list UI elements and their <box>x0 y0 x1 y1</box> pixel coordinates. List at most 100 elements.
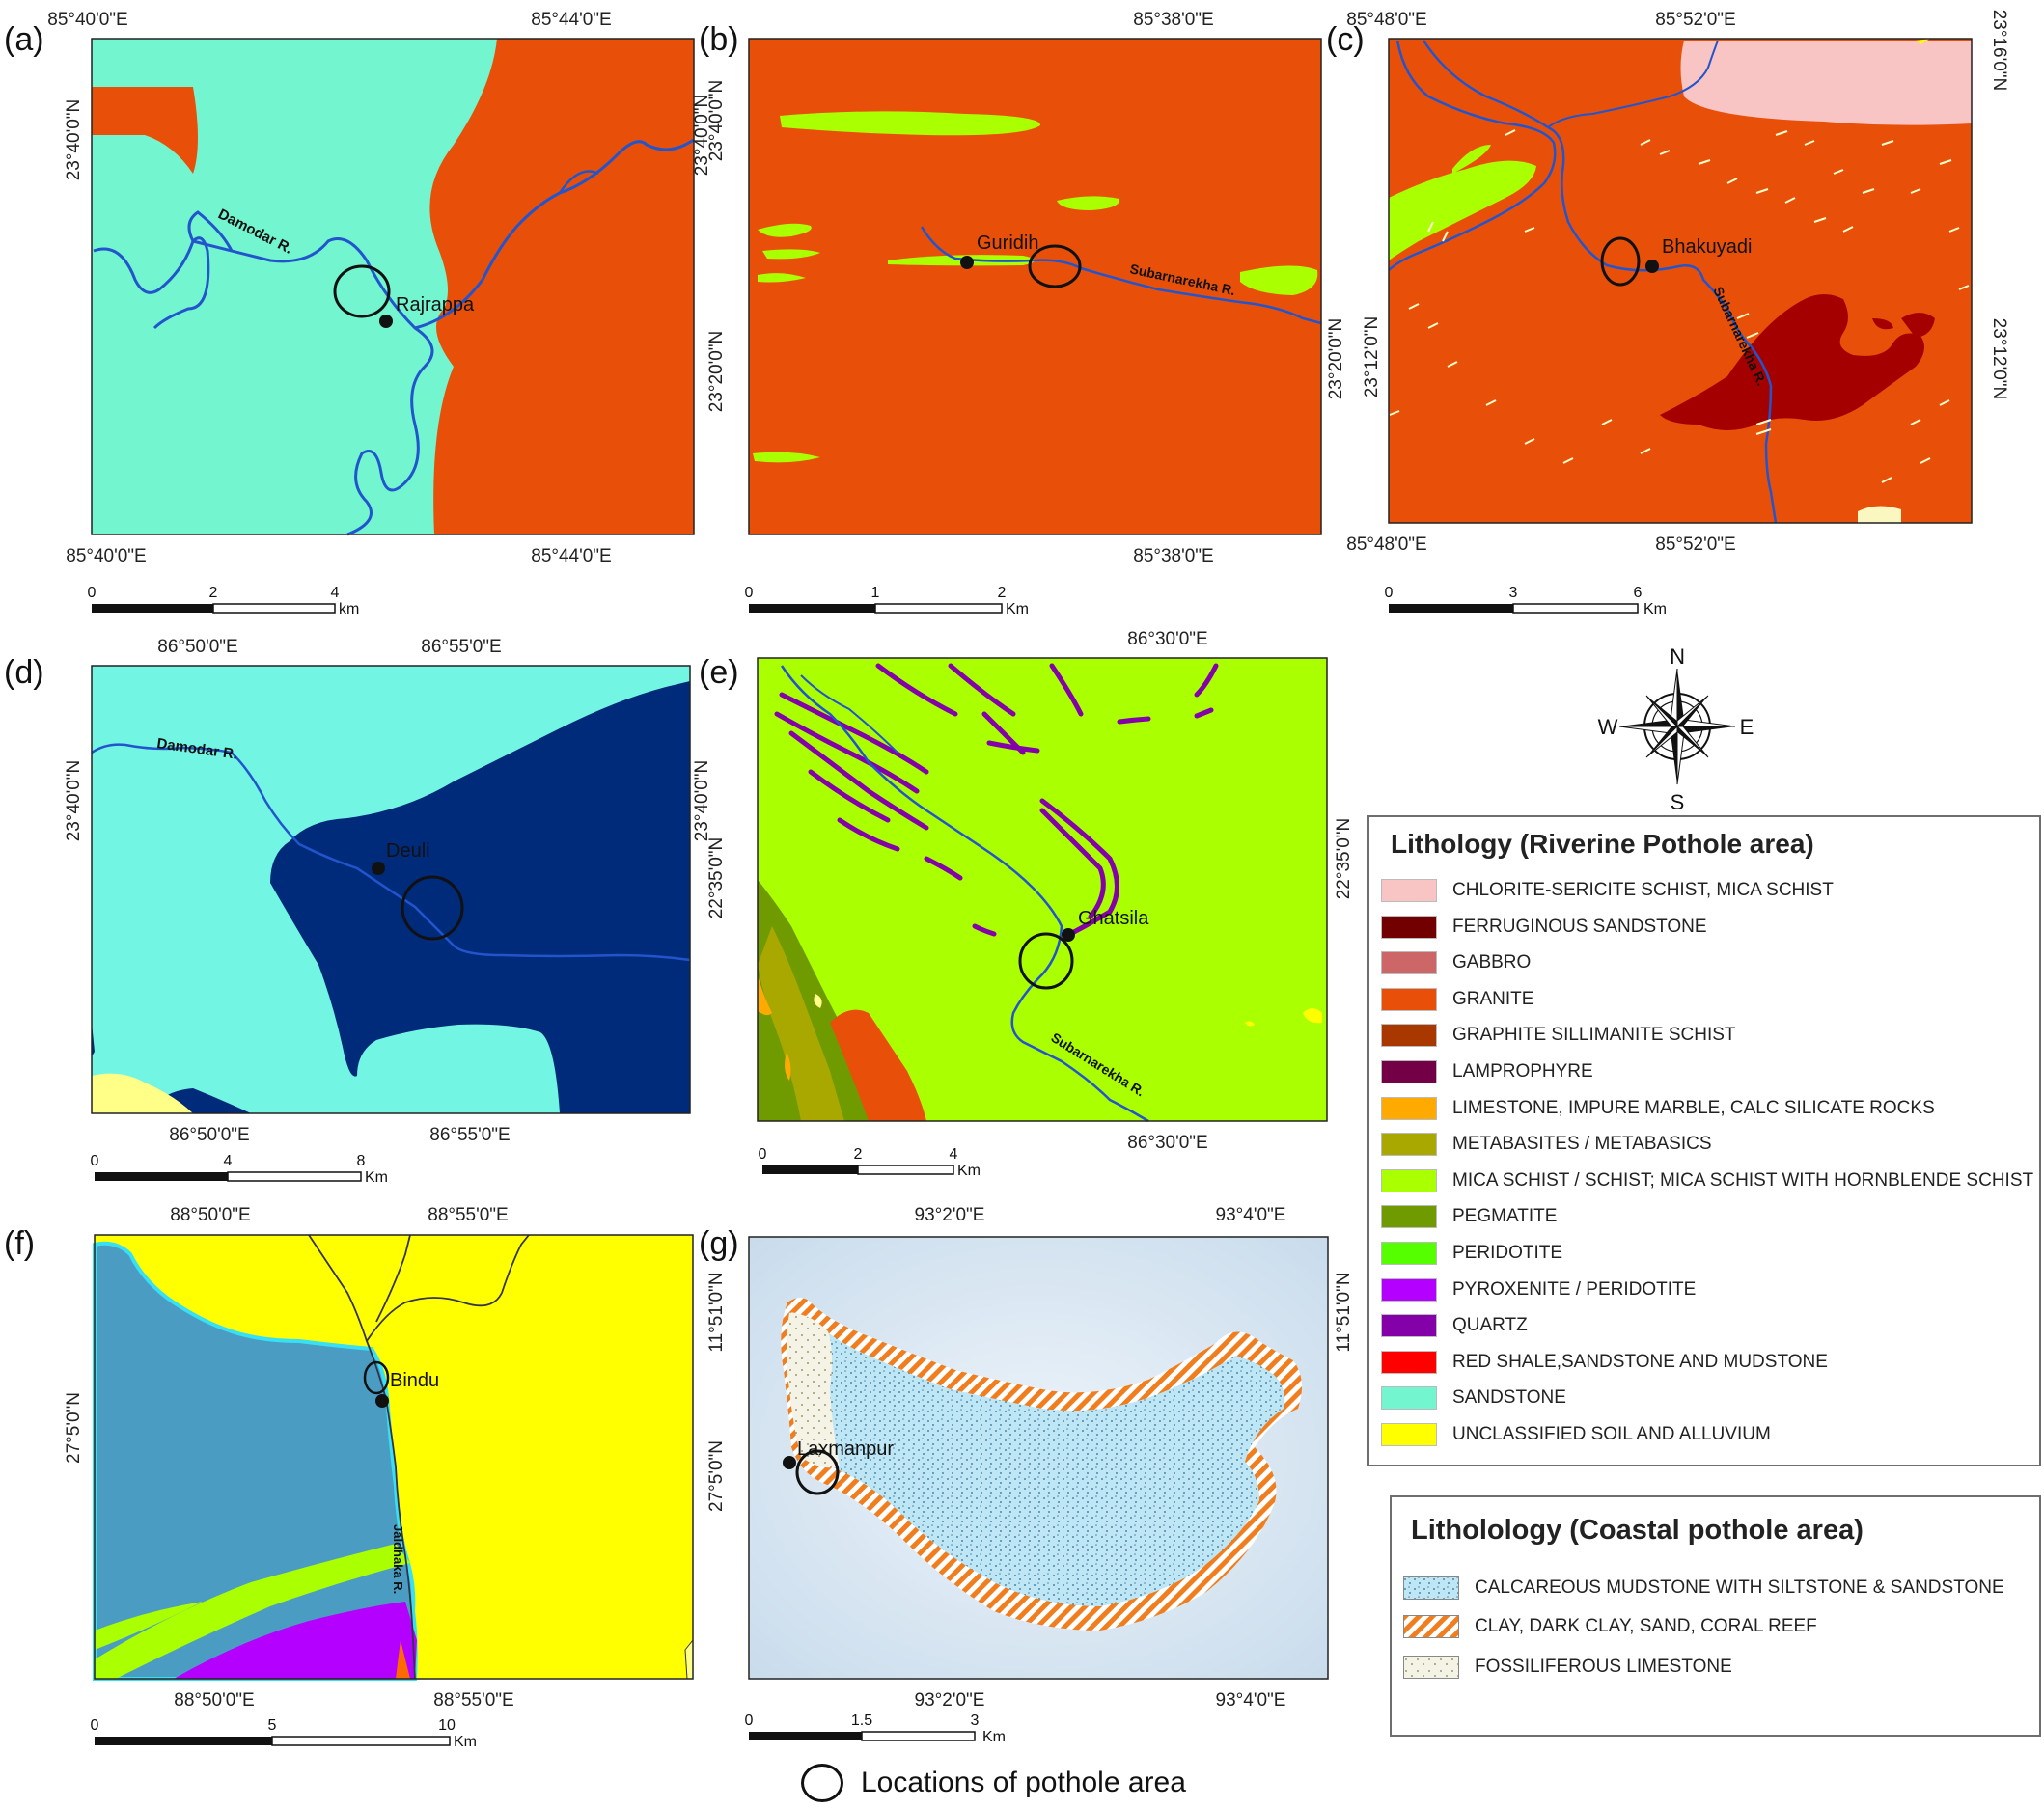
site-dot-f <box>375 1394 389 1408</box>
scale-unit-c: Km <box>1643 601 1667 617</box>
legend-swatch <box>1381 1133 1437 1157</box>
fossiliferous-limestone-g <box>787 1312 840 1468</box>
left-lat-b-2: 23°20'0"N <box>706 331 727 413</box>
legend-label: PEGMATITE <box>1452 1206 1558 1227</box>
pothole-circle-icon <box>801 1764 843 1802</box>
left-lat-g-2: 27°5'0"N <box>706 1440 727 1512</box>
panel-e: (e) Subarnar <box>699 629 1354 1179</box>
scale-f-2: 10 <box>438 1717 456 1734</box>
panel-a: (a) Damodar R. Rajrappa 85°40'0"E 85°44'… <box>4 10 712 617</box>
alluvium-dark-d <box>270 681 690 1113</box>
legend-swatch <box>1381 1423 1437 1446</box>
scale-a-1: 2 <box>209 585 218 601</box>
scale-a-2: 4 <box>331 585 340 601</box>
coastal-legend-item: CALCAREOUS MUDSTONE WITH SILTSTONE & SAN… <box>1403 1575 2004 1602</box>
pothole-circle-d <box>401 875 464 941</box>
scale-g-0: 0 <box>745 1713 754 1729</box>
top-lon-e: 86°30'0"E <box>1127 629 1207 649</box>
right-lat-e: 22°35'0"N <box>1334 818 1354 900</box>
site-name-c: Bhakuyadi <box>1662 236 1752 258</box>
legend-swatch <box>1381 1314 1437 1338</box>
site-name-b: Guridih <box>977 233 1038 254</box>
panel-label-g: (g) <box>699 1225 739 1262</box>
left-lat-f: 27°5'0"N <box>64 1392 84 1464</box>
left-lat-b-1: 23°40'0"N <box>706 80 727 162</box>
coastal-swatch-clay <box>1403 1615 1459 1638</box>
pothole-circle-b <box>1028 244 1082 288</box>
scale-e-0: 0 <box>759 1146 767 1163</box>
bottom-lon-d-2: 86°55'0"E <box>429 1125 510 1145</box>
bottom-lon-f-1: 88°50'0"E <box>174 1690 254 1711</box>
right-lat-c-2: 23°12'0"N <box>1989 318 2009 400</box>
compass-n: N <box>1670 644 1685 669</box>
riverine-legend-item: LAMPROPHYRE <box>1381 1058 1593 1085</box>
coastal-legend: Litholology (Coastal pothole area) CALCA… <box>1390 1495 2041 1737</box>
compass-e: E <box>1740 715 1754 739</box>
scale-g-1: 1.5 <box>851 1713 872 1729</box>
panel-c: (c) Subarnarekha R. <box>1326 10 2009 617</box>
riverine-legend-item: PERIDOTITE <box>1381 1240 1562 1267</box>
riverine-legend-item: UNCLASSIFIED SOIL AND ALLUVIUM <box>1381 1421 1771 1448</box>
bottom-lon-a-2: 85°44'0"E <box>531 546 611 566</box>
riverine-legend-item: MICA SCHIST / SCHIST; MICA SCHIST WITH H… <box>1381 1167 2033 1194</box>
legend-label: RED SHALE,SANDSTONE AND MUDSTONE <box>1452 1351 1828 1372</box>
top-lon-c-2: 85°52'0"E <box>1655 10 1735 30</box>
site-dot-b <box>960 256 974 269</box>
legend-label: METABASITES / METABASICS <box>1452 1134 1712 1155</box>
panel-label-d: (d) <box>4 654 44 691</box>
riverine-legend-item: RED SHALE,SANDSTONE AND MUDSTONE <box>1381 1349 1828 1376</box>
coastal-legend-item: CLAY, DARK CLAY, SAND, CORAL REEF <box>1403 1613 1817 1640</box>
river-c-branch <box>1388 40 1557 271</box>
top-lon-f-2: 88°55'0"E <box>428 1205 508 1225</box>
legend-label: LIMESTONE, IMPURE MARBLE, CALC SILICATE … <box>1452 1097 1935 1118</box>
note-label: Locations of pothole area <box>861 1767 1186 1798</box>
panel-b: (b) Subarnarekha R. Guridih 85°38'0"E 85… <box>699 10 1346 617</box>
site-name-g: Laxmanpur <box>797 1439 894 1460</box>
dyke-lines-c <box>1389 129 1970 483</box>
river-damodar-d <box>91 743 691 962</box>
riverine-legend-title: Lithology (Riverine Pothole area) <box>1391 829 1814 859</box>
panel-label-b: (b) <box>699 21 739 58</box>
riverine-legend-item: PYROXENITE / PERIDOTITE <box>1381 1276 1696 1303</box>
legend-label: UNCLASSIFIED SOIL AND ALLUVIUM <box>1452 1424 1771 1444</box>
panel-label-c: (c) <box>1326 21 1365 58</box>
riverine-legend-item: CHLORITE-SERICITE SCHIST, MICA SCHIST <box>1381 877 1834 904</box>
top-lon-d-1: 86°50'0"E <box>157 637 237 657</box>
river-subarnarekha-e <box>780 665 1149 1123</box>
bottom-lon-g-2: 93°4'0"E <box>1216 1690 1286 1711</box>
scale-c-1: 3 <box>1509 585 1518 601</box>
legend-label: QUARTZ <box>1452 1315 1528 1336</box>
scale-unit-f: Km <box>454 1734 477 1750</box>
scale-d-1: 4 <box>224 1153 233 1169</box>
top-lon-b: 85°38'0"E <box>1133 10 1213 30</box>
top-lon-a-2: 85°44'0"E <box>531 10 611 30</box>
scale-f-1: 5 <box>268 1717 277 1734</box>
panel-label-f: (f) <box>4 1225 35 1262</box>
river-jaldhaka-f <box>308 1234 416 1680</box>
scale-unit-g: Km <box>982 1729 1006 1745</box>
legend-swatch <box>1381 1242 1437 1265</box>
compass-s: S <box>1671 790 1685 814</box>
pothole-circle-a <box>333 264 391 318</box>
site-name-a: Rajrappa <box>396 294 475 315</box>
bottom-lon-b: 85°38'0"E <box>1133 546 1213 566</box>
legend-label: SANDSTONE <box>1452 1387 1566 1409</box>
left-lat-g-1: 11°51'0"N <box>706 1272 727 1352</box>
scale-e-1: 2 <box>854 1146 863 1163</box>
site-dot-c <box>1645 260 1659 273</box>
panel-label-e: (e) <box>699 654 739 691</box>
coastal-legend-title: Litholology (Coastal pothole area) <box>1411 1515 1864 1546</box>
scale-c-2: 6 <box>1634 585 1643 601</box>
legend-swatch <box>1381 1096 1437 1120</box>
site-name-f: Bindu <box>390 1370 439 1391</box>
bottom-lon-e: 86°30'0"E <box>1127 1133 1207 1153</box>
scale-unit-b: Km <box>1006 601 1029 617</box>
ferruginous-area-c <box>1660 294 1924 430</box>
site-dot-d <box>372 862 385 875</box>
legend-swatch <box>1381 1060 1437 1083</box>
pothole-location-note: Locations of pothole area <box>801 1764 1186 1802</box>
legend-swatch <box>1381 1350 1437 1374</box>
schist-area-c <box>1680 41 1972 125</box>
pothole-circle-f <box>363 1360 390 1395</box>
